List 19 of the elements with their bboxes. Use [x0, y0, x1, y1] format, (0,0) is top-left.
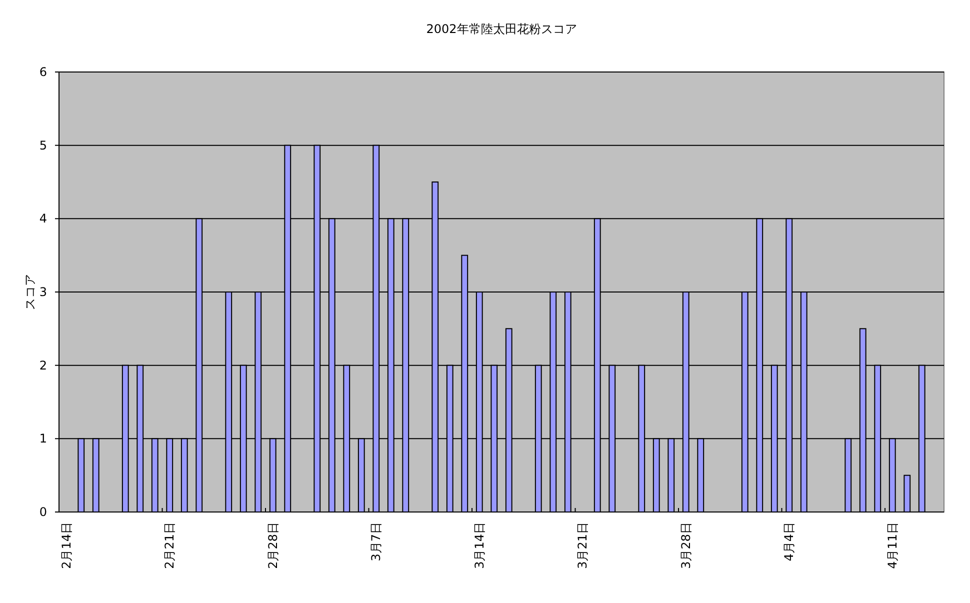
y-tick-label: 6: [39, 65, 47, 79]
y-axis-title: スコア: [23, 274, 37, 310]
y-tick-label: 4: [39, 212, 47, 226]
y-tick-label: 5: [39, 138, 47, 152]
y-tick-label: 3: [39, 285, 47, 299]
x-tick-label: 2月28日: [266, 522, 280, 569]
bar: [904, 474, 911, 512]
x-tick-label: 2月14日: [59, 522, 74, 569]
chart-title: 2002年常陸太田花粉スコア: [426, 22, 577, 36]
x-tick-label: 2月21日: [162, 522, 177, 569]
x-tick-label: 3月28日: [678, 522, 693, 569]
x-tick-label: 3月14日: [472, 522, 486, 569]
x-tick-label: 4月11日: [885, 522, 900, 569]
x-tick-label: 4月4日: [782, 522, 796, 562]
y-tick-label: 2: [39, 358, 47, 372]
x-tick-label: 3月7日: [369, 522, 384, 562]
x-tick-label: 3月21日: [576, 522, 590, 569]
y-tick-label: 0: [39, 505, 47, 519]
y-tick-label: 1: [39, 432, 47, 446]
